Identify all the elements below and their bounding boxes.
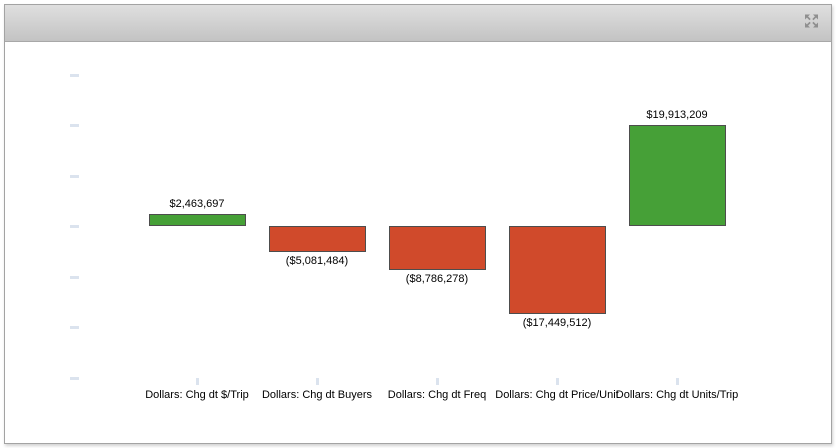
- y-axis-tick: [70, 124, 79, 127]
- chart-widget-panel: $2,463,697 Dollars: Chg dt $/Trip ($5,081,…: [4, 4, 832, 444]
- bar-value-label: $19,913,209: [646, 109, 708, 121]
- y-axis-tick: [70, 326, 79, 329]
- y-axis-tick: [70, 377, 79, 380]
- y-axis-tick: [70, 276, 79, 279]
- y-axis-tick: [70, 175, 79, 178]
- widget-header: [5, 5, 831, 42]
- plot-area: $2,463,697 Dollars: Chg dt $/Trip ($5,081,…: [5, 42, 831, 443]
- x-axis-tick: [196, 378, 199, 385]
- x-axis-tick: [436, 378, 439, 385]
- maximize-button[interactable]: [801, 14, 821, 32]
- bar-value-label: ($8,786,278): [405, 273, 469, 285]
- x-axis-tick: [556, 378, 559, 385]
- expand-arrows-icon: [803, 13, 820, 34]
- x-axis-label: Dollars: Chg dt Price/Unit: [495, 389, 619, 401]
- y-axis-tick: [70, 74, 79, 77]
- x-axis-label: Dollars: Chg dt $/Trip: [145, 389, 249, 401]
- bar[interactable]: [628, 125, 726, 226]
- bar-value-label: ($5,081,484): [285, 255, 349, 267]
- bar[interactable]: [148, 214, 246, 226]
- bar[interactable]: [508, 226, 606, 314]
- x-axis-label: Dollars: Chg dt Buyers: [261, 389, 373, 401]
- x-axis-tick: [676, 378, 679, 385]
- bar[interactable]: [268, 226, 366, 252]
- bar-value-label: $2,463,697: [169, 198, 225, 210]
- x-axis-tick: [316, 378, 319, 385]
- x-axis-label: Dollars: Chg dt Units/Trip: [615, 389, 739, 401]
- x-axis-label: Dollars: Chg dt Freq: [387, 389, 487, 401]
- bar[interactable]: [388, 226, 486, 270]
- bar-value-label: ($17,449,512): [522, 317, 592, 329]
- y-axis-tick: [70, 225, 79, 228]
